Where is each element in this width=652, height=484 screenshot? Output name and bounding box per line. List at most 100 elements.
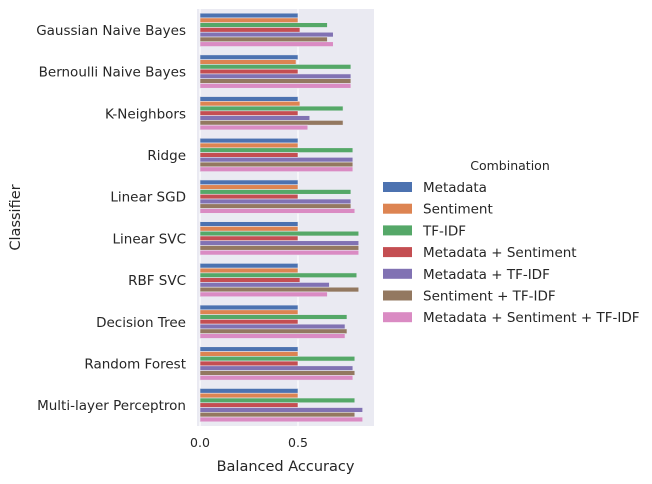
bar xyxy=(199,282,330,288)
legend-label: Sentiment + TF-IDF xyxy=(423,289,556,305)
bar xyxy=(199,96,299,102)
bar xyxy=(199,54,299,60)
x-axis-label: Balanced Accuracy xyxy=(217,459,355,475)
bar xyxy=(199,78,352,84)
bar xyxy=(199,120,344,126)
bar xyxy=(199,370,356,376)
bar xyxy=(199,411,356,418)
bar xyxy=(199,356,356,362)
bar xyxy=(199,245,360,251)
bar xyxy=(199,304,299,311)
bar xyxy=(199,346,299,352)
legend-swatch xyxy=(383,225,412,236)
bar xyxy=(199,397,356,404)
bar xyxy=(199,64,352,70)
bar xyxy=(199,31,334,38)
bar xyxy=(199,375,354,381)
bar xyxy=(199,351,299,357)
legend-label: TF-IDF xyxy=(422,223,466,239)
bar xyxy=(199,193,299,200)
legend-label: Sentiment xyxy=(423,202,493,218)
bar xyxy=(199,286,360,293)
y-tick-label: Random Forest xyxy=(84,356,186,372)
bar xyxy=(199,179,299,186)
legend-swatch xyxy=(383,312,412,323)
y-tick-labels: Gaussian Naive Bayes Bernoulli Naive Baye… xyxy=(36,23,186,414)
legend-swatch xyxy=(383,290,412,301)
legend-swatch xyxy=(383,203,412,214)
legend-label: Metadata xyxy=(423,180,487,196)
bar xyxy=(199,27,301,33)
bar xyxy=(199,184,299,190)
bar xyxy=(199,416,363,423)
legend-title: Combination xyxy=(470,158,550,173)
bar xyxy=(199,365,354,371)
bar xyxy=(199,235,299,242)
legend-label: Metadata + Sentiment xyxy=(423,245,577,261)
y-tick-label: Ridge xyxy=(147,148,186,164)
legend-label: Metadata + TF-IDF xyxy=(423,267,550,283)
bar xyxy=(199,203,352,209)
x-tick-label: 0.5 xyxy=(288,435,308,450)
bar xyxy=(199,22,328,28)
bar xyxy=(199,166,354,172)
bar xyxy=(199,101,301,107)
y-tick-label: Decision Tree xyxy=(96,315,186,331)
bar xyxy=(199,291,328,298)
bar xyxy=(199,249,360,256)
y-tick-label: K-Neighbors xyxy=(105,106,186,122)
bar xyxy=(199,392,299,399)
bar xyxy=(199,221,299,227)
bar xyxy=(199,12,299,19)
bar xyxy=(199,115,311,121)
bar xyxy=(199,328,348,334)
bar xyxy=(199,314,348,320)
bar xyxy=(199,208,356,214)
bar xyxy=(199,309,299,315)
bar xyxy=(199,137,299,144)
bar xyxy=(199,124,309,131)
y-tick-label: Linear SVC xyxy=(113,231,186,247)
bar xyxy=(199,388,299,394)
legend-swatch xyxy=(383,182,412,192)
y-tick-label: Linear SGD xyxy=(110,190,186,206)
bar xyxy=(199,142,299,149)
legend-swatch xyxy=(383,247,412,258)
y-tick-label: Gaussian Naive Bayes xyxy=(36,23,186,39)
bar xyxy=(199,73,352,79)
bar xyxy=(199,36,328,43)
bar xyxy=(199,152,299,158)
bar xyxy=(199,59,297,65)
x-tick-label: 0.0 xyxy=(190,435,210,450)
bar xyxy=(199,333,346,339)
y-axis-label: Classifier xyxy=(8,184,24,250)
legend-swatch xyxy=(383,268,412,279)
bar xyxy=(199,323,346,330)
bar xyxy=(199,41,334,47)
bar xyxy=(199,263,299,269)
legend-label: Metadata + Sentiment + TF-IDF xyxy=(423,310,640,326)
bar xyxy=(199,83,352,89)
bar xyxy=(199,402,299,408)
bar xyxy=(199,226,299,232)
bar xyxy=(199,360,299,367)
legend: Metadata Sentiment TF-IDF Metadata + Sentim… xyxy=(383,180,640,326)
y-tick-label: Multi-layer Perceptron xyxy=(37,398,186,414)
bar xyxy=(199,68,299,75)
y-tick-label: Bernoulli Naive Bayes xyxy=(39,65,186,81)
bar xyxy=(199,272,358,278)
bar xyxy=(199,240,360,246)
bar xyxy=(199,110,299,116)
bar xyxy=(199,17,299,24)
bar xyxy=(199,189,352,195)
y-tick-label: RBF SVC xyxy=(128,273,186,289)
bars xyxy=(199,12,363,423)
bar xyxy=(199,161,354,168)
bar xyxy=(199,198,352,205)
bar xyxy=(199,105,344,112)
bar xyxy=(199,277,301,283)
bar xyxy=(199,157,354,163)
bar xyxy=(199,147,354,153)
bar xyxy=(199,319,299,325)
